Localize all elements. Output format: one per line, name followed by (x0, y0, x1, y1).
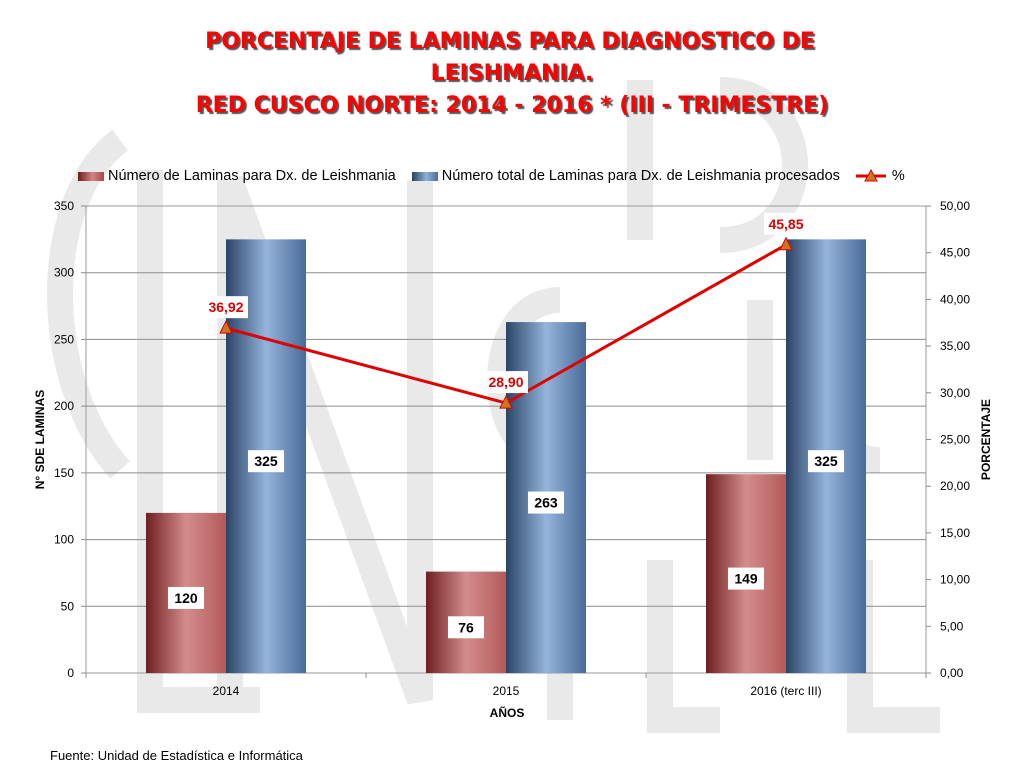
title-line-2: LEISHMANIA. (430, 61, 594, 86)
y2-tick-label: 5,00 (940, 619, 964, 633)
y2-tick-label: 25,00 (940, 433, 970, 447)
y-tick-label: 300 (54, 266, 74, 280)
legend-label-line: % (891, 168, 905, 184)
y-tick-label: 150 (54, 466, 74, 480)
bar-red-label-bg (168, 586, 204, 609)
bar-red-label: 76 (458, 619, 474, 635)
x-axis-title: AÑOS (490, 705, 525, 720)
y2-tick-label: 50,00 (940, 199, 970, 213)
pct-marker (219, 320, 233, 334)
pct-marker (779, 236, 793, 251)
bar-blue-label-bg (248, 450, 284, 473)
y-axis-title: N° SDE LAMINAS (33, 390, 47, 489)
bar-red-label-bg (728, 567, 764, 590)
y-tick-label: 0 (67, 666, 74, 680)
pct-label-bg (764, 212, 808, 235)
bar-red-label: 149 (734, 571, 758, 587)
legend-label-red: Número de Laminas para Dx. de Leishmania (108, 168, 396, 184)
legend-label-blue: Número total de Laminas para Dx. de Leis… (441, 168, 840, 184)
bar-blue-label: 325 (814, 453, 838, 469)
y2-tick-label: 15,00 (940, 526, 970, 540)
source-footer: Fuente: Unidad de Estadística e Informát… (50, 748, 303, 763)
pct-marker (499, 394, 513, 409)
y2-axis-title: PORCENTAJE (979, 399, 993, 480)
pct-label: 45,85 (768, 216, 803, 232)
y-tick-label: 350 (54, 199, 74, 213)
x-tick-label: 2016 (terc III) (750, 684, 821, 698)
pct-label-bg (484, 371, 528, 394)
bar-blue-label: 263 (534, 495, 558, 511)
y2-tick-label: 40,00 (940, 292, 970, 306)
pct-label: 28,90 (488, 374, 523, 390)
y-tick-label: 50 (61, 599, 75, 613)
pct-label-bg (204, 296, 248, 319)
y2-tick-label: 30,00 (940, 386, 970, 400)
x-tick-label: 2014 (213, 684, 240, 698)
y2-tick-label: 45,00 (940, 246, 970, 260)
legend-swatch-red (78, 171, 104, 181)
chart-legend: Número de Laminas para Dx. de Leishmania… (78, 166, 921, 186)
bar-red-label: 120 (174, 590, 198, 606)
y-tick-label: 100 (54, 533, 74, 547)
y-tick-label: 200 (54, 399, 74, 413)
legend-item-blue: Número total de Laminas para Dx. de Leis… (411, 168, 840, 184)
bar-blue-label-bg (528, 491, 564, 514)
title-line-1: PORCENTAJE DE LAMINAS PARA DIAGNOSTICO D… (205, 29, 815, 54)
legend-swatch-blue (411, 171, 438, 181)
bar-blue-label: 325 (254, 453, 278, 469)
bar-red-label-bg (448, 616, 484, 639)
pct-label: 36,92 (208, 299, 243, 315)
y2-tick-label: 0,00 (940, 666, 964, 680)
legend-swatch-line (855, 169, 886, 182)
y-tick-label: 250 (54, 332, 74, 346)
bar-blue-label-bg (808, 450, 844, 473)
y2-tick-label: 35,00 (940, 339, 970, 353)
chart-title: PORCENTAJE DE LAMINAS PARA DIAGNOSTICO D… (0, 26, 1024, 122)
y2-tick-label: 20,00 (940, 479, 970, 493)
legend-item-line: % (855, 168, 905, 184)
y2-tick-label: 10,00 (940, 573, 970, 587)
title-line-3: RED CUSCO NORTE: 2014 - 2016 * (III - TR… (195, 93, 829, 118)
x-tick-label: 2015 (493, 684, 520, 698)
legend-item-red: Número de Laminas para Dx. de Leishmania (78, 168, 396, 184)
